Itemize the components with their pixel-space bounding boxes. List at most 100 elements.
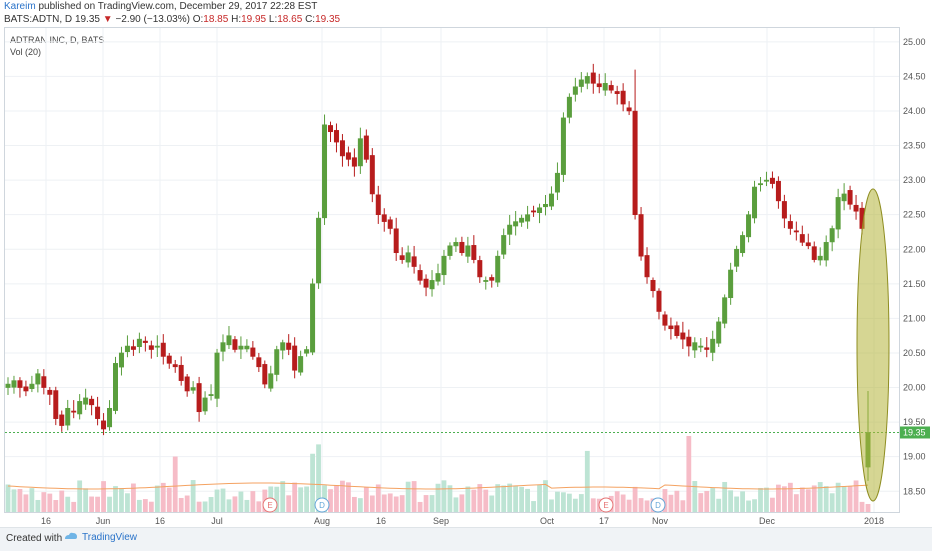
volume-bar	[417, 501, 423, 512]
last-price: 19.35	[74, 14, 100, 25]
volume-bar	[363, 487, 369, 512]
event-marker-label: D	[319, 501, 325, 510]
candle-body	[423, 278, 429, 288]
volume-bar	[578, 494, 584, 512]
candle-body	[95, 406, 101, 419]
candle-body	[304, 349, 310, 354]
volume-bar	[489, 495, 495, 512]
candle-body	[495, 255, 501, 283]
candle-body	[554, 172, 560, 193]
volume-bar	[357, 498, 363, 512]
candle-body	[566, 96, 572, 118]
volume-bar	[495, 484, 501, 512]
volume-bar	[5, 484, 11, 512]
candle-body	[572, 86, 578, 95]
volume-bar	[250, 491, 256, 512]
candle-body	[501, 235, 507, 255]
publisher-link[interactable]: Kareim	[4, 1, 36, 12]
volume-bar	[835, 482, 841, 512]
candle-body	[674, 325, 680, 336]
candle-body	[232, 339, 238, 350]
volume-bar	[620, 494, 626, 512]
volume-bar	[328, 489, 333, 512]
y-tick-label: 21.50	[903, 279, 926, 289]
volume-bar	[471, 489, 477, 512]
x-tick-label: 16	[155, 516, 165, 526]
candle-body	[781, 201, 787, 219]
volume-bar	[160, 482, 166, 512]
candle-body	[614, 91, 620, 94]
chart-legend: ADTRAN INC, D, BATS Vol (20)	[10, 34, 104, 58]
candle-body	[322, 124, 328, 219]
candle-body	[214, 352, 220, 399]
candle-body	[787, 221, 793, 229]
volume-bar	[125, 493, 130, 512]
y-tick-label: 23.50	[903, 141, 926, 151]
volume-bar	[178, 497, 184, 512]
candle-body	[226, 335, 232, 346]
candle-body	[548, 193, 554, 207]
y-tick-label: 25.00	[903, 37, 926, 47]
volume-bar	[549, 499, 554, 512]
candle-body	[369, 155, 375, 195]
volume-bar	[710, 488, 716, 512]
volume-bar	[626, 499, 632, 512]
candle-body	[363, 135, 369, 160]
candle-body	[47, 389, 53, 395]
publish-line: Kareim published on TradingView.com, Dec…	[4, 0, 928, 13]
tradingview-brand-link[interactable]: TradingView	[64, 532, 137, 543]
candle-body	[590, 72, 596, 84]
candle-body	[357, 138, 363, 167]
volume-bar	[226, 499, 232, 512]
volume-bar	[17, 489, 23, 512]
candle-body	[692, 342, 698, 351]
candle-body	[477, 260, 483, 278]
volume-bar	[698, 493, 704, 512]
candle-body	[686, 336, 692, 347]
volume-bar	[95, 496, 100, 512]
volume-bar	[752, 499, 757, 512]
volume-bar	[89, 496, 95, 512]
candle-body	[268, 373, 274, 389]
volume-bar	[196, 501, 202, 512]
candle-body	[136, 338, 142, 348]
candle-body	[107, 407, 113, 428]
event-marker-label: E	[603, 501, 608, 510]
volume-bar	[101, 481, 106, 512]
candle-body	[190, 387, 196, 391]
volume-bar	[746, 500, 751, 512]
volume-bar	[119, 488, 124, 512]
volume-bar	[346, 482, 351, 512]
candle-body	[805, 242, 811, 247]
candlestick-chart[interactable]: 18.50 19.00 19.50 20.00 20.50 21.00 21.50 22.00…	[0, 0, 932, 527]
volume-bar	[787, 482, 793, 512]
candle-body	[118, 352, 124, 368]
volume-bar	[584, 450, 590, 512]
candle-body	[763, 179, 769, 182]
volume-bar	[11, 489, 17, 512]
candle-body	[59, 414, 65, 426]
candle-body	[250, 347, 256, 357]
volume-bar	[351, 496, 357, 512]
y-tick-label: 20.00	[903, 383, 926, 393]
volume-bar	[793, 494, 799, 512]
candle-body	[710, 338, 716, 353]
x-tick-label: Jun	[96, 516, 111, 526]
x-tick-label: 16	[41, 516, 51, 526]
volume-bar	[172, 456, 178, 512]
earnings-marker	[598, 497, 614, 513]
volume-bar	[680, 500, 686, 512]
volume-bar	[244, 499, 250, 512]
candle-body	[465, 245, 471, 257]
volume-bar	[83, 488, 89, 512]
candle-body	[351, 157, 357, 167]
volume-bar	[566, 493, 572, 512]
volume-bar	[375, 484, 381, 512]
highlight-ellipse	[856, 188, 890, 502]
x-tick-label: Oct	[540, 516, 555, 526]
candle-body	[71, 410, 77, 413]
candle-body	[799, 234, 805, 243]
volume-bar	[65, 496, 71, 512]
candle-body	[89, 398, 95, 406]
volume-bar	[399, 495, 405, 512]
